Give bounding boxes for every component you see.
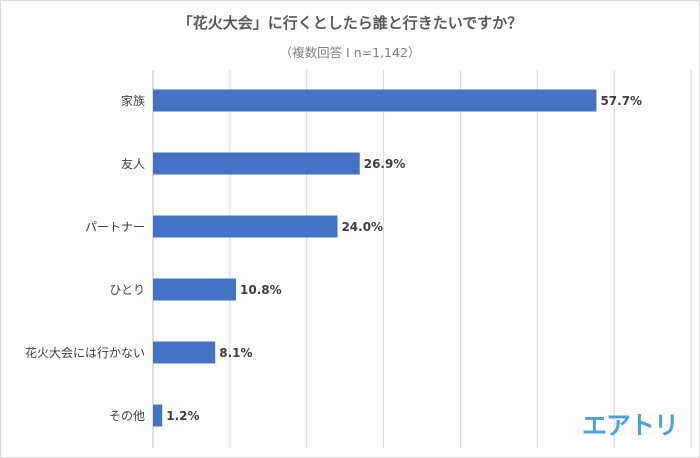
bar (153, 278, 237, 301)
category-label: 花火大会には行かない (25, 345, 145, 360)
data-label: 26.9% (364, 157, 406, 171)
category-label: ひとり (109, 283, 145, 297)
category-label: その他 (109, 409, 145, 423)
data-label: 10.8% (240, 283, 282, 297)
bar (153, 152, 360, 175)
data-label: 24.0% (341, 220, 383, 234)
chart-title: 「花火大会」に行くとしたら誰と行きたいですか？ (177, 14, 523, 32)
data-label: 8.1% (219, 346, 252, 360)
category-label: 友人 (121, 157, 145, 171)
airtrip-logo: エアトリ (582, 411, 679, 440)
bar (153, 215, 338, 238)
chart-subtitle: （複数回答 I n=1,142） (279, 45, 421, 60)
bar (153, 404, 163, 427)
category-label: 家族 (121, 93, 145, 108)
data-label: 1.2% (166, 409, 199, 423)
bar (153, 89, 597, 112)
bar (153, 341, 216, 364)
category-label: パートナー (85, 220, 145, 234)
data-label: 57.7% (600, 94, 642, 108)
